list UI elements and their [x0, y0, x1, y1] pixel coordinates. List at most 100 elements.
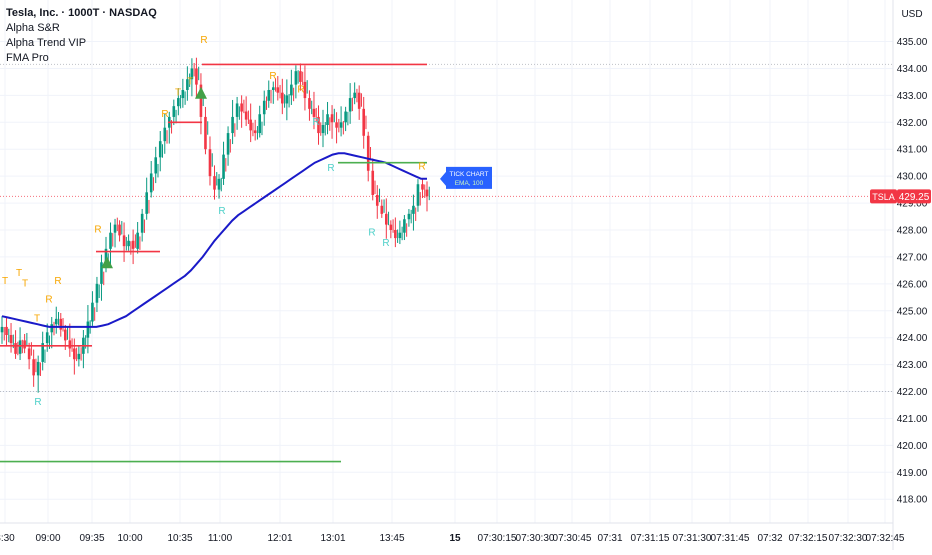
indicator-alpha-trend-vip[interactable]: Alpha Trend VIP	[6, 37, 87, 49]
candle-body[interactable]	[267, 90, 271, 101]
candle-body[interactable]	[140, 213, 144, 233]
candle-body[interactable]	[127, 240, 130, 247]
candle-body[interactable]	[308, 98, 311, 109]
candle-body[interactable]	[45, 332, 49, 344]
candle-body[interactable]	[104, 248, 108, 263]
candle-body[interactable]	[281, 92, 284, 104]
candle-body[interactable]	[416, 184, 420, 206]
candle-body[interactable]	[244, 111, 248, 120]
candle-body[interactable]	[231, 116, 234, 134]
candle-body[interactable]	[371, 170, 375, 195]
candle-body[interactable]	[353, 92, 356, 99]
candle-body[interactable]	[195, 68, 198, 85]
candle-body[interactable]	[326, 114, 329, 125]
candle-body[interactable]	[425, 189, 429, 197]
candle-body[interactable]	[330, 114, 334, 123]
candle-body[interactable]	[122, 235, 126, 247]
candle-body[interactable]	[18, 340, 22, 354]
candle-body[interactable]	[407, 213, 411, 220]
candle-body[interactable]	[208, 149, 212, 177]
candle-body[interactable]	[253, 130, 257, 134]
candle-body[interactable]	[27, 348, 31, 360]
candle-body[interactable]	[199, 84, 203, 117]
candle-body[interactable]	[14, 343, 17, 354]
candle-body[interactable]	[299, 71, 302, 82]
candle-body[interactable]	[181, 90, 185, 99]
candle-body[interactable]	[385, 213, 388, 225]
candle-body[interactable]	[222, 154, 225, 179]
candle-body[interactable]	[262, 100, 266, 115]
indicator-fma-pro[interactable]: FMA Pro	[6, 52, 49, 64]
candle-body[interactable]	[109, 232, 112, 249]
candle-body[interactable]	[290, 84, 293, 96]
candle-body[interactable]	[403, 219, 406, 233]
candle-body[interactable]	[95, 283, 99, 303]
candle-body[interactable]	[0, 326, 4, 333]
candle-body[interactable]	[276, 87, 280, 93]
candle-body[interactable]	[412, 205, 415, 214]
candle-body[interactable]	[163, 127, 167, 142]
candle-body[interactable]	[172, 106, 176, 117]
candle-body[interactable]	[294, 71, 298, 85]
candle-body[interactable]	[54, 318, 58, 325]
ema-line[interactable]	[1, 152, 427, 328]
candle-body[interactable]	[366, 135, 370, 171]
candle-body[interactable]	[271, 87, 275, 90]
candle-body[interactable]	[63, 329, 67, 341]
candle-body[interactable]	[154, 157, 158, 174]
candle-body[interactable]	[136, 232, 139, 249]
candle-body[interactable]	[357, 92, 361, 109]
symbol-badge[interactable]	[870, 189, 897, 204]
candle-body[interactable]	[213, 176, 216, 190]
candle-body[interactable]	[186, 79, 189, 90]
candle-body[interactable]	[258, 114, 262, 134]
candle-body[interactable]	[23, 340, 26, 349]
candle-body[interactable]	[73, 348, 76, 360]
candle-body[interactable]	[68, 340, 72, 349]
last-price-badge[interactable]	[897, 189, 931, 204]
candle-body[interactable]	[312, 108, 316, 117]
candle-body[interactable]	[235, 103, 239, 117]
candle-body[interactable]	[285, 95, 289, 104]
ema-tooltip-box[interactable]	[440, 166, 492, 189]
candle-body[interactable]	[149, 173, 153, 193]
candle-body[interactable]	[204, 116, 207, 150]
candle-body[interactable]	[362, 108, 366, 136]
candle-body[interactable]	[177, 98, 180, 107]
candle-body[interactable]	[190, 68, 194, 80]
candle-body[interactable]	[348, 98, 352, 112]
candle-body[interactable]	[145, 192, 148, 214]
indicator-alpha-sr[interactable]: Alpha S&R	[6, 22, 60, 34]
candle-body[interactable]	[36, 361, 40, 376]
candle-body[interactable]	[321, 125, 325, 134]
candle-body[interactable]	[317, 116, 320, 134]
candle-body[interactable]	[41, 343, 44, 362]
symbol-title[interactable]: Tesla, Inc. · 1000T · NASDAQ	[6, 7, 157, 19]
candle-body[interactable]	[344, 111, 347, 123]
candle-body[interactable]	[9, 335, 13, 344]
candle-body[interactable]	[113, 224, 117, 233]
candle-body[interactable]	[100, 262, 103, 284]
candle-body[interactable]	[131, 240, 135, 249]
candle-body[interactable]	[421, 184, 424, 190]
candle-body[interactable]	[303, 81, 307, 99]
candle-body[interactable]	[86, 321, 90, 338]
candle-body[interactable]	[217, 178, 221, 190]
candle-body[interactable]	[398, 232, 402, 239]
candle-body[interactable]	[380, 205, 384, 214]
candle-body[interactable]	[77, 353, 81, 360]
candle-body[interactable]	[226, 133, 230, 155]
candle-body[interactable]	[50, 324, 54, 333]
candle-body[interactable]	[158, 141, 162, 158]
candle-body[interactable]	[335, 122, 338, 128]
candle-body[interactable]	[118, 224, 121, 236]
candle-body[interactable]	[32, 359, 35, 376]
candle-body[interactable]	[389, 224, 393, 230]
candle-body[interactable]	[5, 326, 8, 335]
candle-body[interactable]	[394, 230, 397, 239]
candle-body[interactable]	[375, 195, 379, 206]
candle-body[interactable]	[59, 318, 63, 330]
candle-body[interactable]	[240, 103, 243, 112]
